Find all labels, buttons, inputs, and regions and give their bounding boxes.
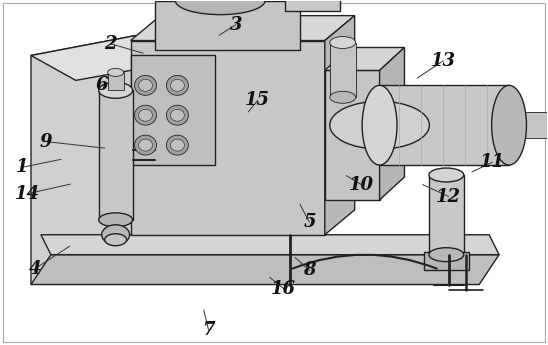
Text: 11: 11 <box>480 153 505 171</box>
Text: 3: 3 <box>230 16 242 34</box>
Bar <box>424 252 469 269</box>
Polygon shape <box>156 0 325 1</box>
Bar <box>99 90 133 220</box>
Bar <box>285 0 340 11</box>
Polygon shape <box>31 36 135 285</box>
Ellipse shape <box>170 109 184 121</box>
Polygon shape <box>41 235 499 255</box>
Ellipse shape <box>99 213 133 227</box>
Polygon shape <box>130 16 355 40</box>
Polygon shape <box>325 16 355 235</box>
Ellipse shape <box>99 82 133 98</box>
Text: 7: 7 <box>202 321 215 339</box>
Ellipse shape <box>170 139 184 151</box>
Bar <box>130 40 325 235</box>
Text: 2: 2 <box>104 34 117 53</box>
Text: 9: 9 <box>39 132 52 150</box>
Ellipse shape <box>362 85 397 165</box>
Ellipse shape <box>170 79 184 91</box>
Bar <box>430 175 464 255</box>
Text: 13: 13 <box>431 52 456 70</box>
Text: 14: 14 <box>15 185 40 203</box>
Polygon shape <box>380 48 404 200</box>
Ellipse shape <box>167 105 189 125</box>
Ellipse shape <box>330 101 430 149</box>
Text: 1: 1 <box>15 158 28 176</box>
Bar <box>175 0 265 1</box>
Ellipse shape <box>429 248 464 262</box>
Ellipse shape <box>330 37 356 49</box>
Polygon shape <box>31 255 499 285</box>
Text: 16: 16 <box>271 280 296 298</box>
Ellipse shape <box>139 139 152 151</box>
Text: 15: 15 <box>245 91 270 109</box>
Bar <box>130 56 215 165</box>
Ellipse shape <box>429 168 464 182</box>
Text: 8: 8 <box>303 262 316 279</box>
Text: 5: 5 <box>303 213 316 231</box>
Ellipse shape <box>492 85 527 165</box>
Ellipse shape <box>102 225 129 245</box>
Ellipse shape <box>105 234 127 246</box>
Ellipse shape <box>167 76 189 95</box>
Ellipse shape <box>135 135 157 155</box>
Ellipse shape <box>107 68 124 76</box>
Bar <box>107 72 124 90</box>
Ellipse shape <box>135 76 157 95</box>
Ellipse shape <box>175 0 265 14</box>
Polygon shape <box>31 36 185 80</box>
Polygon shape <box>325 48 404 70</box>
Ellipse shape <box>139 79 152 91</box>
Text: 10: 10 <box>349 176 374 194</box>
Bar <box>330 42 356 97</box>
Text: 12: 12 <box>436 188 461 206</box>
Text: 4: 4 <box>28 260 41 278</box>
Bar <box>156 1 300 50</box>
Bar <box>509 112 548 138</box>
Bar <box>380 85 509 165</box>
Ellipse shape <box>167 135 189 155</box>
Text: 6: 6 <box>96 76 109 94</box>
Ellipse shape <box>139 109 152 121</box>
Ellipse shape <box>135 105 157 125</box>
Ellipse shape <box>330 91 356 103</box>
Bar <box>325 70 380 200</box>
